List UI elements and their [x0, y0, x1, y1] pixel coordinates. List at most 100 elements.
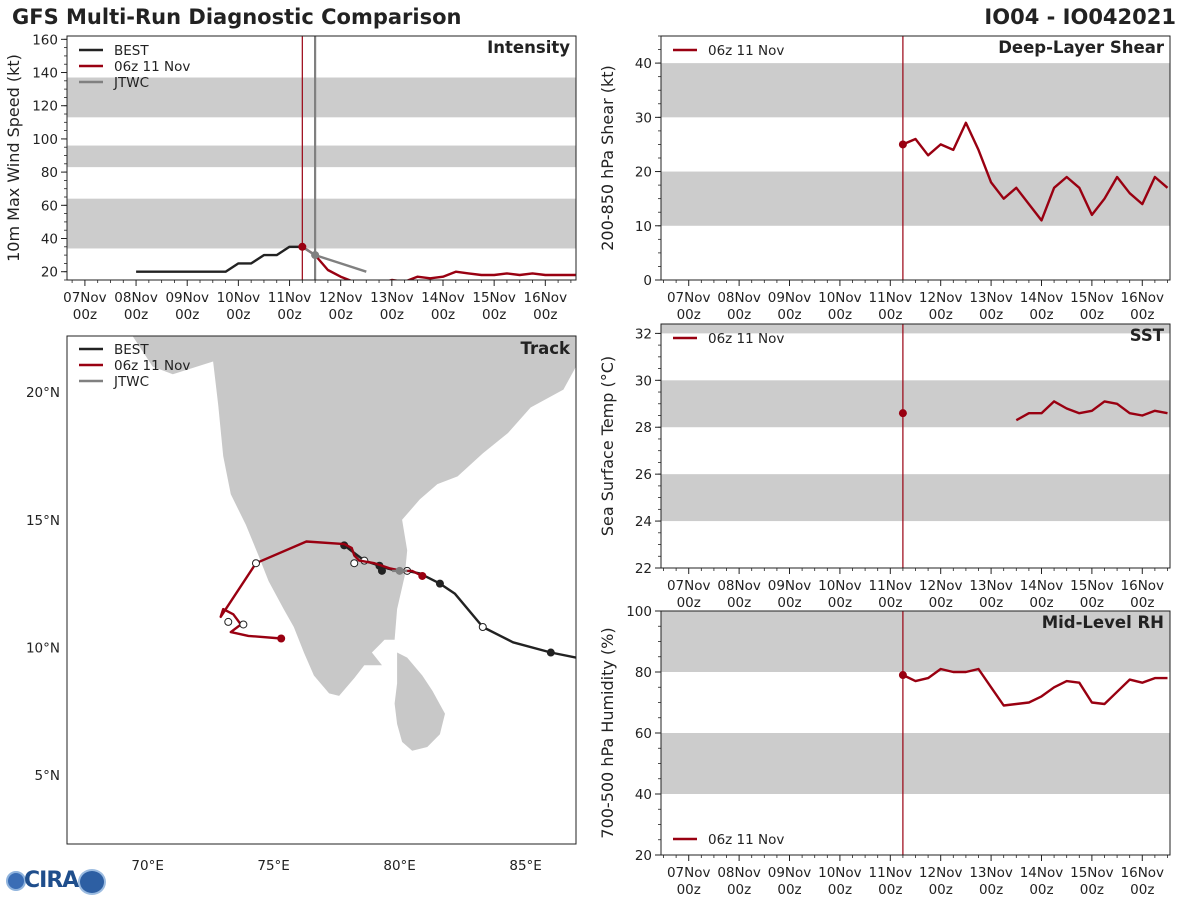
- x-tick-label-day: 10Nov: [217, 290, 261, 306]
- y-axis-label: 10m Max Wind Speed (kt): [4, 54, 23, 262]
- x-tick-label-hour: 00z: [828, 882, 852, 898]
- x-tick-label-hour: 00z: [533, 307, 557, 323]
- legend-label: 06z 11 Nov: [114, 358, 190, 374]
- x-tick-label-day: 15Nov: [472, 290, 516, 306]
- x-tick-label-day: 08Nov: [114, 290, 158, 306]
- shaded-band: [67, 77, 576, 118]
- lat-tick-label: 15°N: [26, 513, 60, 529]
- y-tick-label: 30: [635, 110, 652, 126]
- y-axis-label: 700-500 hPa Humidity (%): [598, 627, 617, 838]
- x-tick-label-hour: 00z: [828, 307, 852, 323]
- y-tick-label: 20: [635, 165, 652, 181]
- series-line-06z-11-nov: [902, 121, 1169, 222]
- y-tick-label: 30: [635, 373, 652, 389]
- x-tick-label-day: 07Nov: [667, 578, 711, 594]
- plot-area: [661, 36, 1170, 280]
- track-point-open: [350, 559, 359, 568]
- plot-area: [67, 36, 576, 280]
- shaded-band: [67, 198, 576, 249]
- cira-logo: CIRA: [6, 868, 106, 896]
- y-tick-label: 100: [32, 132, 58, 148]
- x-tick-label-hour: 00z: [777, 595, 801, 611]
- lat-tick-label: 10°N: [26, 640, 60, 656]
- x-tick-label-hour: 00z: [777, 882, 801, 898]
- track-point-open: [224, 617, 233, 626]
- series-line-jtwc: [301, 245, 367, 273]
- x-tick-label-hour: 00z: [124, 307, 148, 323]
- badge-icon: [78, 869, 106, 895]
- lon-tick-label: 75°E: [257, 858, 289, 874]
- axes-frame: [660, 323, 1171, 569]
- y-tick-label: 20: [635, 848, 652, 864]
- x-tick-label-hour: 00z: [1029, 882, 1053, 898]
- x-tick-label-day: 14Nov: [1020, 865, 1064, 881]
- logo-text: CIRA: [24, 868, 79, 893]
- y-tick-label: 32: [635, 326, 652, 342]
- x-tick-label-day: 13Nov: [969, 865, 1013, 881]
- x-tick-label-day: 14Nov: [1020, 290, 1064, 306]
- x-tick-label-day: 09Nov: [768, 865, 812, 881]
- x-tick-label-hour: 00z: [979, 595, 1003, 611]
- legend-label: BEST: [114, 342, 149, 358]
- y-tick-label: 80: [635, 665, 652, 681]
- x-tick-label-day: 12Nov: [919, 290, 963, 306]
- panel-title: SST: [1130, 326, 1165, 345]
- x-tick-label-day: 08Nov: [717, 290, 761, 306]
- legend-label: JTWC: [113, 75, 149, 91]
- x-tick-label-day: 08Nov: [717, 578, 761, 594]
- x-tick-label-day: 15Nov: [1070, 578, 1114, 594]
- x-tick-label-hour: 00z: [1130, 307, 1154, 323]
- series-line-06z-11-nov: [902, 667, 1168, 707]
- y-tick-label: 28: [635, 420, 652, 436]
- x-tick-label-hour: 00z: [1080, 595, 1104, 611]
- x-tick-label-hour: 00z: [727, 595, 751, 611]
- x-tick-label-day: 11Nov: [869, 865, 913, 881]
- shaded-band: [661, 63, 1170, 118]
- x-tick-label-hour: 00z: [1080, 307, 1104, 323]
- panel-title: Deep-Layer Shear: [998, 38, 1165, 57]
- x-tick-label-day: 07Nov: [63, 290, 107, 306]
- x-tick-label-day: 11Nov: [869, 578, 913, 594]
- x-tick-label-day: 12Nov: [319, 290, 363, 306]
- x-tick-label-hour: 00z: [226, 307, 250, 323]
- x-tick-label-hour: 00z: [878, 307, 902, 323]
- y-tick-label: 26: [635, 467, 652, 483]
- x-tick-label-hour: 00z: [1029, 307, 1053, 323]
- x-tick-label-hour: 00z: [777, 307, 801, 323]
- x-tick-label-day: 16Nov: [1121, 865, 1165, 881]
- x-tick-label-day: 16Nov: [524, 290, 568, 306]
- x-tick-label-hour: 00z: [482, 307, 506, 323]
- x-tick-label-day: 07Nov: [667, 865, 711, 881]
- track-point-open: [251, 559, 260, 568]
- x-tick-label-day: 11Nov: [268, 290, 312, 306]
- y-tick-label: 100: [626, 604, 652, 620]
- x-tick-label-day: 16Nov: [1121, 578, 1165, 594]
- lat-tick-label: 20°N: [26, 385, 60, 401]
- shaded-band: [661, 474, 1170, 522]
- x-tick-label-day: 14Nov: [1020, 578, 1064, 594]
- y-axis-label: Sea Surface Temp (°C): [598, 356, 617, 536]
- track-line-06z-11-nov: [219, 540, 423, 640]
- data-point-marker: [898, 409, 907, 418]
- x-tick-label-hour: 00z: [277, 307, 301, 323]
- x-tick-label-day: 15Nov: [1070, 865, 1114, 881]
- track-point-filled: [395, 566, 404, 575]
- y-tick-label: 140: [32, 66, 58, 82]
- data-point-marker: [298, 242, 307, 251]
- x-tick-label-day: 09Nov: [768, 578, 812, 594]
- x-tick-label-hour: 00z: [73, 307, 97, 323]
- plot-area: [661, 611, 1170, 855]
- x-tick-label-day: 13Nov: [969, 290, 1013, 306]
- panel-title: Mid-Level RH: [1042, 613, 1164, 632]
- lon-tick-label: 85°E: [509, 858, 541, 874]
- y-tick-label: 60: [635, 726, 652, 742]
- lon-tick-label: 80°E: [383, 858, 415, 874]
- panel-track: 70°E 75°E 80°E 85°E 5°N 10°N 15°N 20°N Track BEST…: [26, 335, 577, 874]
- plot-area: [661, 324, 1170, 568]
- y-tick-label: 22: [635, 561, 652, 577]
- legend-label: 06z 11 Nov: [708, 43, 784, 59]
- track-point-open: [478, 623, 487, 632]
- series-line-06z-11-nov: [1015, 400, 1168, 422]
- x-tick-label-hour: 00z: [727, 307, 751, 323]
